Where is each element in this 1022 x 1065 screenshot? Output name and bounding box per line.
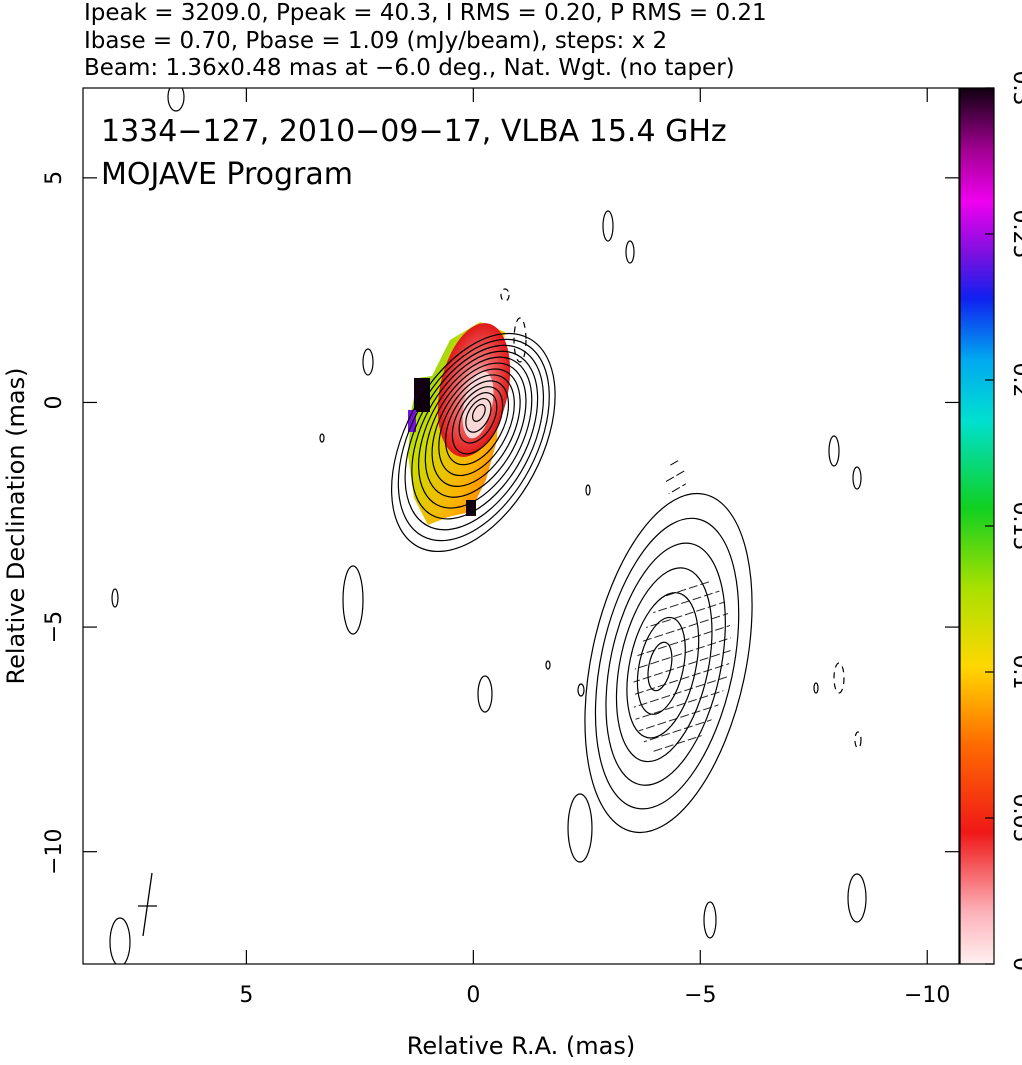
negative-contour-3 [500,288,510,302]
y-axis-label: Relative Declination (mas) [2,367,30,684]
core-contour-7 [438,374,515,477]
header-line-3: Beam: 1.36x0.48 mas at −6.0 deg., Nat. W… [84,55,735,81]
noise-contour-8 [567,793,593,863]
noise-contour-1 [602,210,614,242]
noise-contour-15 [577,683,585,697]
beam-marker [138,872,157,937]
x-tick-label-0: 5 [239,983,253,1008]
x-tick-label-2: −5 [684,983,716,1008]
core-contour-5 [424,362,527,498]
colorbar-tick-label-4: 0.2 [1008,363,1022,398]
y-tick-label-3: −10 [42,828,67,874]
header-line-1: Ipeak = 3209.0, Ppeak = 40.3, I RMS = 0.… [84,0,767,26]
header-line-2: Ibase = 0.70, Pbase = 1.09 (mJy/beam), s… [84,28,667,54]
y-tick-label-2: −5 [42,611,67,643]
plot-frame [82,87,960,965]
colorbar-tick-label-1: 0.05 [1008,794,1022,843]
colorbar-tick-label-2: 0.1 [1008,655,1022,690]
noise-contour-11 [828,435,840,467]
colorbar-ticks: 0 0.05 0.1 0.15 0.2 0.25 0.3 [985,71,1022,971]
core-contour-10 [458,392,498,444]
source-label: 1334−127, 2010−09−17, VLBA 15.4 GHz [101,114,727,149]
noise-contour-4 [319,433,325,443]
y-tick-label-0: 5 [42,171,67,185]
core-contour-2 [404,344,545,531]
noise-contour-7 [477,675,493,713]
noise-contour-2 [625,240,635,264]
colorbar-tick-label-6: 0.3 [1008,71,1022,106]
jet-contour-0 [584,492,753,834]
y-tick-label-1: 0 [42,395,67,409]
noise-contour-14 [545,660,551,670]
core-contour-3 [411,350,539,520]
core-contour-1 [397,338,550,542]
y-axis-ticks: 5 0 −5 −10 [42,171,959,875]
colorbar-tick-label-0: 0 [1008,957,1022,971]
x-tick-label-1: 0 [466,983,480,1008]
core-contour-8 [444,380,510,466]
noise-contour-10 [847,873,867,923]
polarization-vectors [633,460,731,758]
x-axis-label: Relative R.A. (mas) [407,1032,635,1060]
core-contour-4 [417,356,533,509]
noise-contour-3 [362,348,374,376]
noise-contour-12 [852,466,862,490]
intensity-contours [109,88,867,964]
negative-contour-2 [854,731,862,749]
core-contour-11 [465,398,492,433]
core-contour-12 [471,403,486,422]
colorbar-tick-label-5: 0.25 [1008,210,1022,259]
noise-contour-17 [109,917,131,964]
core-contour-6 [431,368,521,487]
noise-contour-6 [111,588,119,608]
negative-contour-1 [833,662,845,694]
x-axis-ticks: 5 0 −5 −10 [239,88,950,1008]
core-contour-9 [451,386,504,455]
noise-contour-16 [813,682,819,694]
x-tick-label-3: −10 [904,983,950,1008]
noise-contour-0 [167,88,185,112]
program-label: MOJAVE Program [101,157,353,192]
noise-contour-5 [342,565,364,635]
core-contour-0 [390,332,556,553]
noise-contour-9 [703,901,717,939]
colorbar-tick-label-3: 0.15 [1008,502,1022,551]
jet-contour-1 [594,517,740,810]
negative-contour-0 [513,317,527,363]
noise-contour-13 [585,484,591,496]
